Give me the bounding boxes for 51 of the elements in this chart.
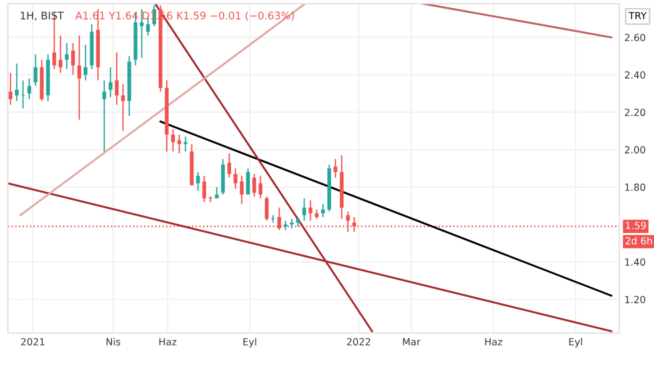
y-tick-label: 2.20: [624, 108, 646, 116]
x-tick-label: 2021: [21, 338, 44, 346]
y-tick-label: 2.00: [624, 146, 646, 154]
candlestick: [8, 72, 12, 106]
ref-line-label: 1.59: [626, 222, 646, 230]
candlestick: [171, 128, 175, 152]
candlestick: [334, 158, 338, 178]
candlestick: [290, 218, 294, 229]
candlestick: [184, 136, 188, 152]
y-tick-label: 2.60: [624, 34, 646, 42]
y-tick-label: 1.80: [625, 184, 646, 191]
y-tick-label: 1.40: [625, 258, 646, 266]
candlestick: [34, 54, 38, 87]
candlestick: [21, 80, 25, 110]
candlestick: [302, 198, 306, 222]
x-tick-label: Eyl: [569, 338, 582, 348]
candlestick: [71, 42, 75, 76]
text: 2d 6h: [626, 236, 652, 244]
candlestick: [296, 216, 300, 228]
y-tick-label: 2.40: [624, 71, 646, 79]
candlestick: [27, 78, 32, 100]
candlestick: [64, 42, 69, 70]
candlestick: [58, 34, 62, 74]
x-tick-label: Nis: [106, 338, 120, 346]
candlestick: [264, 196, 269, 222]
candlestick: [202, 175, 206, 203]
candlestick: [84, 44, 88, 82]
candlestick: [258, 175, 262, 199]
candlestick: [214, 186, 219, 199]
y-tick-label: 1.20: [625, 296, 646, 304]
candlestick: [284, 220, 288, 231]
candlestick: [246, 168, 250, 196]
candlestick: [240, 175, 244, 205]
y-axis-title: TRY: [628, 12, 647, 20]
candlestick: [14, 62, 19, 102]
candlestick: [102, 80, 106, 152]
candlestick: [252, 173, 256, 198]
candlestick: [308, 200, 312, 222]
candlestick: [234, 168, 238, 190]
candlestick: [196, 171, 200, 192]
candlestick: [114, 52, 119, 106]
x-tick-label: Mar: [403, 338, 421, 346]
candlestick: [227, 152, 232, 178]
candlestick: [121, 84, 125, 132]
candlestick: [321, 203, 325, 218]
x-tick-label: Haz: [159, 338, 176, 346]
x-tick-label: Haz: [485, 338, 502, 346]
x-tick-label: 2022: [347, 338, 370, 346]
candlestick: [108, 66, 112, 98]
x-tick-label: Eyl: [243, 338, 256, 348]
candlestick: [77, 34, 82, 120]
